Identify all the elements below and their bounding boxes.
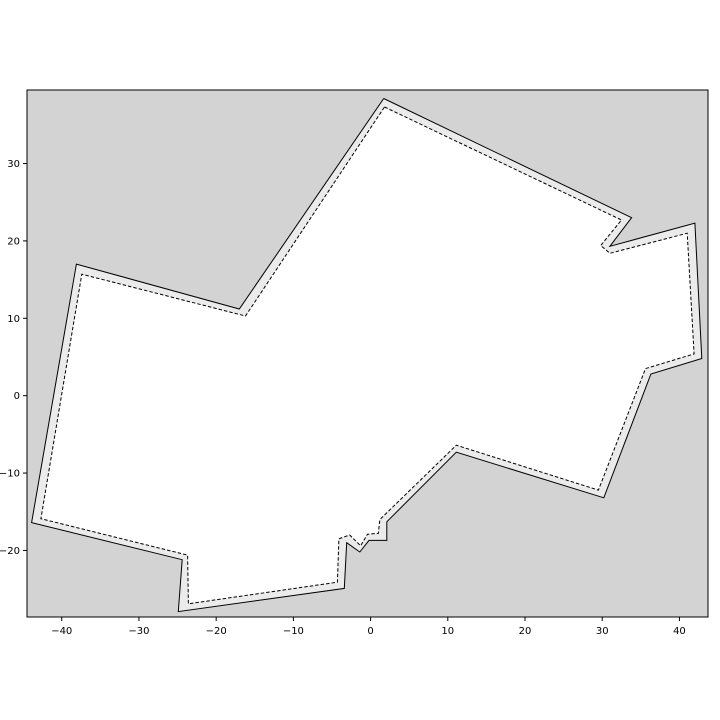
x-tick-label: 0 (367, 626, 373, 637)
x-tick-label: 10 (441, 626, 454, 637)
x-tick-label: −40 (51, 626, 72, 637)
x-tick-label: 20 (519, 626, 532, 637)
x-tick-label: −10 (283, 626, 304, 637)
x-tick-label: 40 (673, 626, 686, 637)
y-tick-label: 30 (7, 159, 20, 170)
x-axis: −40 −30 −20 −10 0 10 20 30 40 (51, 617, 686, 637)
y-tick-label: 20 (7, 236, 20, 247)
y-tick-label: −10 (0, 469, 20, 480)
inner-boundary-line (40, 106, 695, 605)
outer-boundary-line (31, 98, 703, 613)
inner-region (40, 107, 695, 604)
y-tick-label: 0 (14, 391, 20, 402)
x-tick-label: −30 (128, 626, 149, 637)
y-tick-label: 10 (7, 314, 20, 325)
y-tick-label: −20 (0, 546, 20, 557)
x-tick-label: −20 (206, 626, 227, 637)
y-axis: −20 −10 0 10 20 30 (0, 159, 27, 557)
axes-frame (26, 89, 709, 618)
x-tick-label: 30 (596, 626, 609, 637)
